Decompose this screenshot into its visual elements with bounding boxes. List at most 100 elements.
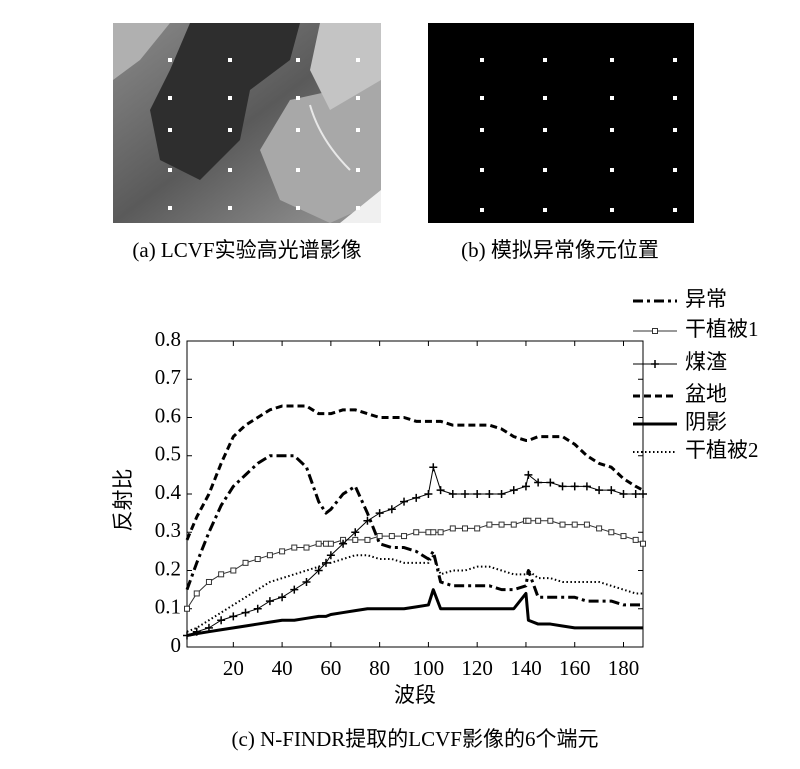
marker <box>387 505 396 514</box>
marker <box>596 525 603 532</box>
marker <box>525 517 532 524</box>
legend-label: 阴影 <box>685 410 727 434</box>
image-b <box>428 23 694 223</box>
legend-label: 煤渣 <box>685 350 727 374</box>
marker <box>339 539 348 548</box>
marker <box>290 585 299 594</box>
marker <box>640 540 646 547</box>
pixel-dot <box>480 58 484 62</box>
marker <box>559 521 566 528</box>
x-tick-label: 20 <box>223 656 244 680</box>
pixel-dot <box>610 128 614 132</box>
marker <box>547 517 554 524</box>
marker <box>535 517 542 524</box>
marker <box>424 490 433 498</box>
marker <box>534 478 543 487</box>
marker <box>376 533 383 540</box>
x-tick-label: 120 <box>461 656 493 680</box>
chart-caption: (c) N-FINDR提取的LCVF影像的6个端元 <box>232 727 599 751</box>
marker <box>266 552 273 559</box>
marker <box>254 556 261 563</box>
series-line <box>185 454 643 607</box>
marker <box>303 544 310 551</box>
marker <box>510 521 517 528</box>
pixel-dot <box>610 58 614 62</box>
pixel-dot <box>228 58 232 62</box>
marker <box>521 482 530 491</box>
y-tick-label: 0.4 <box>155 480 182 504</box>
image-a <box>113 23 381 223</box>
caption-b: (b) 模拟异常像元位置 <box>461 238 659 262</box>
caption-a: (a) LCVF实验高光谱影像 <box>132 238 361 262</box>
marker <box>651 360 659 368</box>
pixel-dot <box>168 168 172 172</box>
marker <box>230 567 237 574</box>
legend-label: 干植被2 <box>685 438 759 462</box>
marker <box>460 490 469 498</box>
pixel-dot <box>673 208 677 212</box>
marker <box>217 616 226 625</box>
marker <box>314 566 323 575</box>
marker <box>413 529 420 536</box>
pixel-dot <box>228 96 232 100</box>
y-tick-label: 0.5 <box>155 442 181 466</box>
legend-label: 盆地 <box>685 382 727 406</box>
pixel-dot <box>356 206 360 210</box>
marker <box>652 328 658 334</box>
marker <box>429 463 438 472</box>
marker <box>253 604 262 613</box>
y-axis-label: 反射比 <box>111 469 135 532</box>
y-tick-label: 0 <box>171 633 182 657</box>
pixel-dot <box>610 96 614 100</box>
pixel-dot <box>296 96 300 100</box>
x-tick-label: 140 <box>510 656 542 680</box>
marker <box>437 529 444 536</box>
legend-label: 异常 <box>685 287 727 311</box>
pixel-dot <box>168 58 172 62</box>
pixel-dot <box>168 206 172 210</box>
pixel-dot <box>543 96 547 100</box>
marker <box>278 593 287 602</box>
pixel-dot <box>543 168 547 172</box>
marker <box>436 486 445 495</box>
pixel-dot <box>480 208 484 212</box>
pixel-dot <box>356 96 360 100</box>
pixel-dot <box>296 58 300 62</box>
marker <box>607 486 616 495</box>
marker <box>509 486 518 495</box>
marker <box>291 544 298 551</box>
pixel-dot <box>228 168 232 172</box>
pixel-dot <box>480 168 484 172</box>
pixel-dot <box>543 208 547 212</box>
y-tick-label: 0.2 <box>155 556 181 580</box>
marker <box>583 521 590 528</box>
marker <box>425 529 432 536</box>
pixel-dot <box>296 128 300 132</box>
y-tick-label: 0.1 <box>155 595 181 619</box>
x-tick-label: 160 <box>559 656 591 680</box>
pixel-dot <box>480 96 484 100</box>
marker <box>363 516 372 525</box>
marker <box>265 597 274 606</box>
marker <box>461 525 468 532</box>
marker <box>620 533 627 540</box>
pixel-dot <box>543 58 547 62</box>
pixel-dot <box>543 128 547 132</box>
marker <box>326 551 335 560</box>
x-tick-label: 80 <box>369 656 390 680</box>
marker <box>401 533 408 540</box>
marker <box>486 521 493 528</box>
marker <box>595 486 604 495</box>
y-tick-label: 0.3 <box>155 518 181 542</box>
x-tick-label: 40 <box>272 656 293 680</box>
pixel-dot <box>673 96 677 100</box>
x-tick-label: 180 <box>608 656 640 680</box>
pixel-dot <box>356 168 360 172</box>
marker <box>524 470 533 479</box>
marker <box>498 521 505 528</box>
marker <box>619 490 628 498</box>
marker <box>375 509 384 518</box>
y-tick-label: 0.6 <box>155 403 181 427</box>
marker <box>546 478 555 487</box>
